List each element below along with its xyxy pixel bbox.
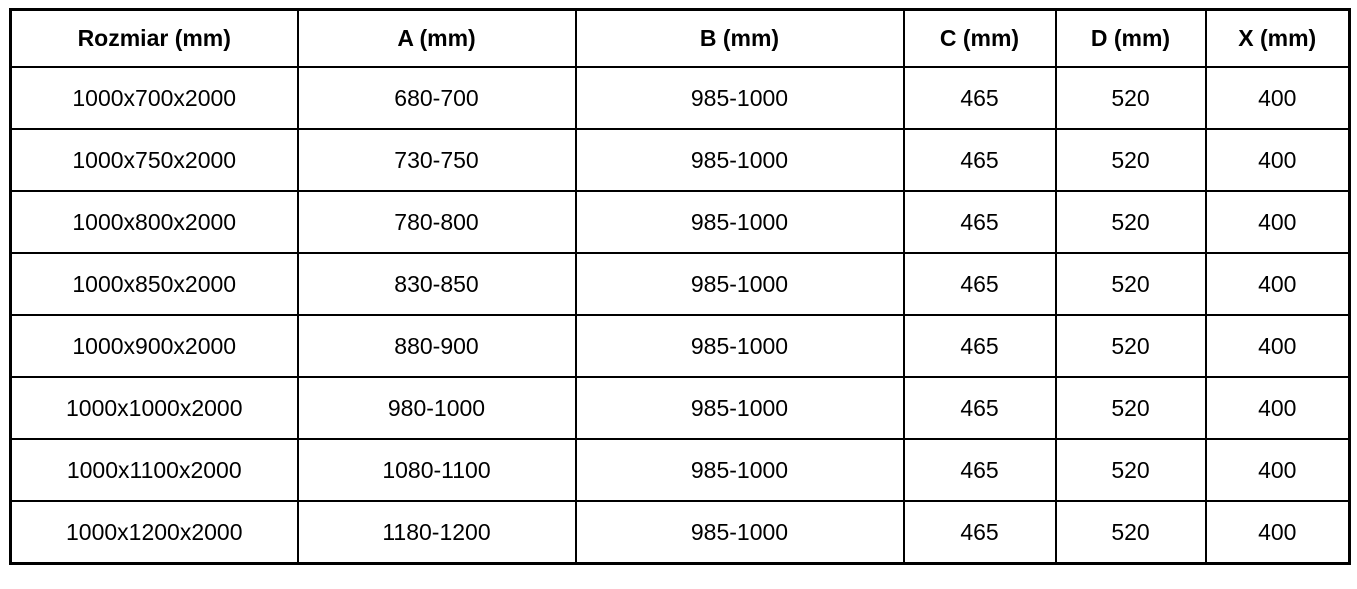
size-table: Rozmiar (mm) A (mm) B (mm) C (mm) D (mm) X (m… [9,8,1351,565]
value-cell: 400 [1204,66,1351,130]
size-cell: 1000x700x2000 [9,66,299,130]
value-cell: 520 [1054,500,1207,565]
value-cell: 465 [902,314,1057,378]
value-cell: 780-800 [296,190,577,254]
table-row: 1000x700x2000 680-700 985-1000 465 520 400 [9,66,1351,130]
value-cell: 520 [1054,376,1207,440]
size-cell: 1000x850x2000 [9,252,299,316]
table-body: 1000x700x2000 680-700 985-1000 465 520 400 100… [9,66,1351,565]
value-cell: 985-1000 [574,314,905,378]
value-cell: 465 [902,128,1057,192]
value-cell: 465 [902,66,1057,130]
value-cell: 680-700 [296,66,577,130]
value-cell: 400 [1204,128,1351,192]
table-row: 1000x750x2000 730-750 985-1000 465 520 400 [9,128,1351,192]
value-cell: 465 [902,252,1057,316]
value-cell: 1180-1200 [296,500,577,565]
value-cell: 520 [1054,438,1207,502]
value-cell: 400 [1204,252,1351,316]
size-cell: 1000x750x2000 [9,128,299,192]
value-cell: 400 [1204,438,1351,502]
header-row: Rozmiar (mm) A (mm) B (mm) C (mm) D (mm) X (m… [9,8,1351,68]
value-cell: 520 [1054,66,1207,130]
value-cell: 400 [1204,314,1351,378]
value-cell: 1080-1100 [296,438,577,502]
value-cell: 465 [902,190,1057,254]
value-cell: 985-1000 [574,376,905,440]
value-cell: 465 [902,438,1057,502]
value-cell: 985-1000 [574,500,905,565]
column-header: C (mm) [902,8,1057,68]
table-row: 1000x1100x2000 1080-1100 985-1000 465 520 400 [9,438,1351,502]
size-table-container: Rozmiar (mm) A (mm) B (mm) C (mm) D (mm) X (m… [9,8,1351,565]
value-cell: 985-1000 [574,66,905,130]
column-header: B (mm) [574,8,905,68]
column-header: X (mm) [1204,8,1351,68]
size-cell: 1000x1100x2000 [9,438,299,502]
value-cell: 985-1000 [574,128,905,192]
table-row: 1000x900x2000 880-900 985-1000 465 520 400 [9,314,1351,378]
size-cell: 1000x1200x2000 [9,500,299,565]
value-cell: 985-1000 [574,190,905,254]
value-cell: 465 [902,376,1057,440]
value-cell: 400 [1204,376,1351,440]
value-cell: 400 [1204,500,1351,565]
table-row: 1000x1000x2000 980-1000 985-1000 465 520 400 [9,376,1351,440]
value-cell: 830-850 [296,252,577,316]
size-cell: 1000x800x2000 [9,190,299,254]
value-cell: 520 [1054,314,1207,378]
value-cell: 880-900 [296,314,577,378]
value-cell: 400 [1204,190,1351,254]
column-header: D (mm) [1054,8,1207,68]
size-cell: 1000x900x2000 [9,314,299,378]
value-cell: 985-1000 [574,438,905,502]
size-cell: 1000x1000x2000 [9,376,299,440]
value-cell: 465 [902,500,1057,565]
table-row: 1000x800x2000 780-800 985-1000 465 520 400 [9,190,1351,254]
value-cell: 520 [1054,128,1207,192]
value-cell: 980-1000 [296,376,577,440]
table-header: Rozmiar (mm) A (mm) B (mm) C (mm) D (mm) X (m… [9,8,1351,68]
column-header: Rozmiar (mm) [9,8,299,68]
value-cell: 520 [1054,252,1207,316]
column-header: A (mm) [296,8,577,68]
value-cell: 985-1000 [574,252,905,316]
table-row: 1000x1200x2000 1180-1200 985-1000 465 520 400 [9,500,1351,565]
value-cell: 730-750 [296,128,577,192]
value-cell: 520 [1054,190,1207,254]
table-row: 1000x850x2000 830-850 985-1000 465 520 400 [9,252,1351,316]
